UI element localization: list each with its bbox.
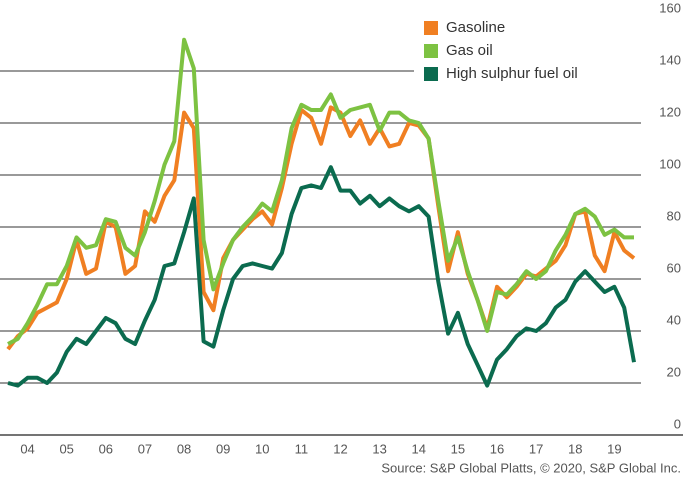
x-tick-label: 07 — [138, 441, 152, 456]
legend-swatch — [424, 44, 438, 58]
legend-label: Gas oil — [446, 42, 493, 59]
y-tick-label: 40 — [667, 312, 681, 327]
x-tick-label: 08 — [177, 441, 191, 456]
x-tick-label: 12 — [333, 441, 347, 456]
x-tick-label: 13 — [372, 441, 386, 456]
x-tick-label: 09 — [216, 441, 230, 456]
legend-label: High sulphur fuel oil — [446, 65, 578, 82]
y-tick-label: 140 — [659, 52, 681, 67]
y-tick-label: 20 — [667, 364, 681, 379]
legend-swatch — [424, 21, 438, 35]
legend-swatch — [424, 67, 438, 81]
y-tick-label: 60 — [667, 260, 681, 275]
x-tick-label: 11 — [295, 441, 309, 456]
x-tick-label: 17 — [529, 441, 543, 456]
y-tick-label: 0 — [674, 416, 681, 431]
legend-label: Gasoline — [446, 19, 505, 36]
x-tick-label: 18 — [568, 441, 582, 456]
y-tick-label: 100 — [659, 156, 681, 171]
y-tick-label: 120 — [659, 104, 681, 119]
series-line — [7, 37, 634, 346]
x-tick-label: 19 — [607, 441, 621, 456]
x-tick-label: 15 — [451, 441, 465, 456]
x-tick-label: 16 — [490, 441, 504, 456]
legend-box — [414, 8, 642, 92]
y-tick-label: 160 — [659, 0, 681, 15]
x-tick-label: 04 — [20, 441, 34, 456]
x-tick-label: 14 — [412, 441, 426, 456]
y-tick-label: 80 — [667, 208, 681, 223]
source-note: Source: S&P Global Platts, © 2020, S&P G… — [381, 460, 681, 475]
x-tick-label: 06 — [99, 441, 113, 456]
x-tick-label: 10 — [255, 441, 269, 456]
series-line — [7, 165, 636, 388]
x-tick-label: 05 — [59, 441, 73, 456]
